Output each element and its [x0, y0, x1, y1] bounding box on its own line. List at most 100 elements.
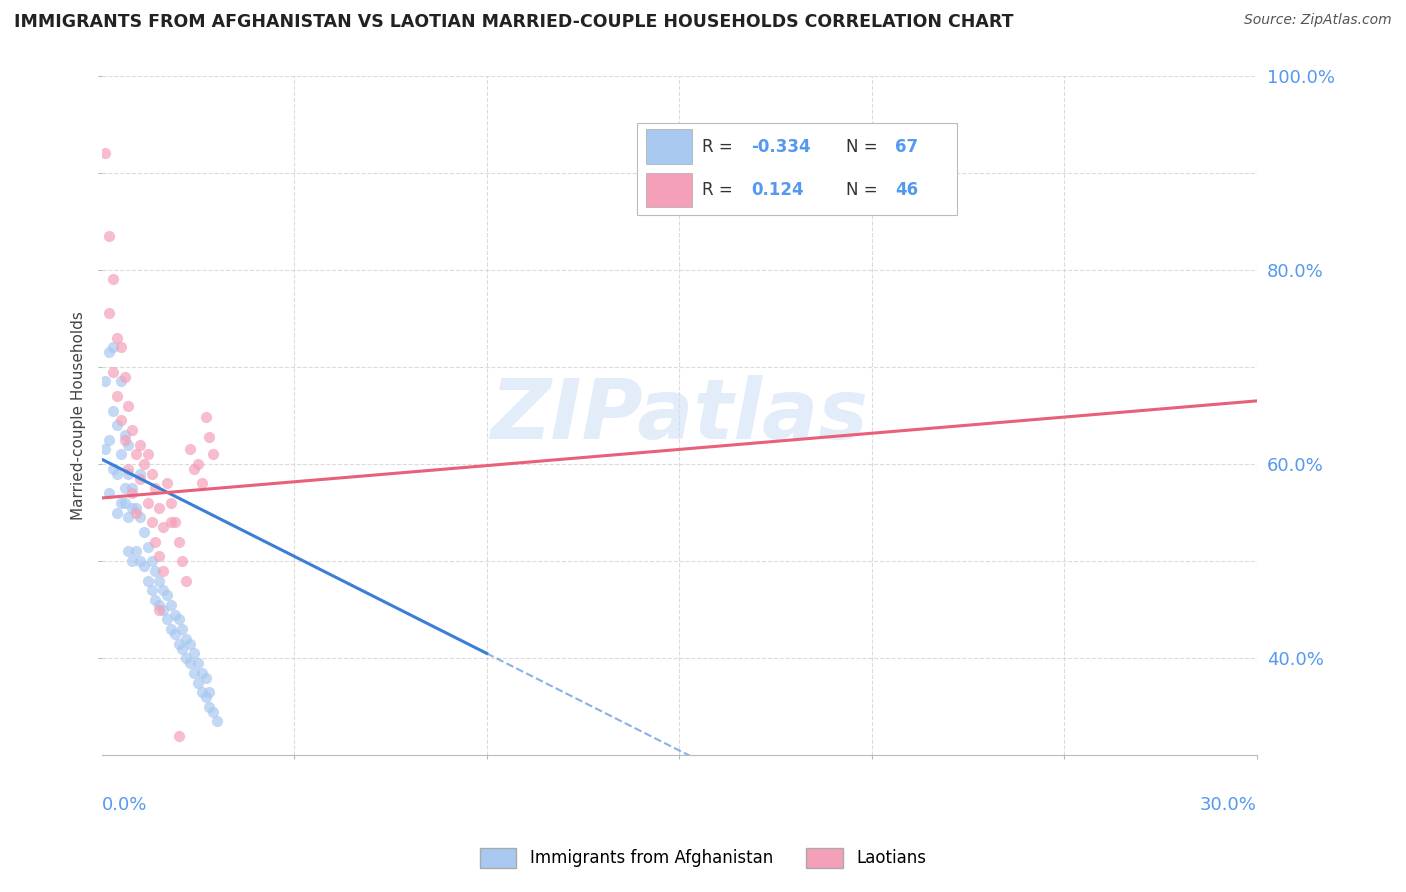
Point	[152, 583, 174, 598]
Point	[187, 457, 209, 471]
Point	[129, 554, 152, 568]
Point	[152, 602, 174, 616]
Text: 46: 46	[896, 181, 918, 199]
Point	[179, 442, 201, 457]
Point	[141, 554, 163, 568]
Point	[148, 598, 170, 612]
Point	[156, 476, 179, 491]
FancyBboxPatch shape	[647, 173, 692, 207]
Point	[160, 496, 183, 510]
Point	[125, 506, 148, 520]
Point	[117, 467, 139, 481]
Point	[172, 554, 194, 568]
Point	[167, 612, 190, 626]
Point	[94, 442, 117, 457]
Text: ZIPatlas: ZIPatlas	[491, 375, 869, 456]
Point	[136, 447, 159, 461]
Point	[110, 341, 132, 355]
Point	[105, 331, 128, 345]
Point	[152, 564, 174, 578]
Y-axis label: Married-couple Households: Married-couple Households	[72, 311, 86, 520]
Point	[98, 306, 121, 320]
Text: N =: N =	[846, 137, 883, 156]
Point	[132, 558, 155, 573]
Point	[174, 574, 197, 588]
Point	[101, 403, 124, 417]
Text: 0.124: 0.124	[751, 181, 804, 199]
Point	[105, 389, 128, 403]
Point	[172, 622, 194, 636]
Point	[156, 612, 179, 626]
Point	[145, 481, 167, 495]
Point	[190, 665, 212, 680]
Point	[163, 627, 186, 641]
Text: -0.334: -0.334	[751, 137, 811, 156]
Point	[121, 423, 143, 437]
Text: R =: R =	[702, 137, 738, 156]
Point	[194, 410, 217, 425]
Point	[136, 574, 159, 588]
Point	[101, 272, 124, 286]
Point	[183, 646, 205, 660]
Point	[194, 671, 217, 685]
Point	[163, 515, 186, 529]
Point	[160, 598, 183, 612]
Point	[198, 699, 221, 714]
Point	[194, 690, 217, 704]
Text: N =: N =	[846, 181, 883, 199]
Point	[141, 467, 163, 481]
Point	[98, 228, 121, 243]
Text: R =: R =	[702, 181, 738, 199]
Point	[110, 447, 132, 461]
Point	[167, 534, 190, 549]
Point	[121, 500, 143, 515]
Point	[132, 524, 155, 539]
Point	[179, 656, 201, 670]
FancyBboxPatch shape	[647, 129, 692, 164]
Point	[117, 510, 139, 524]
Point	[101, 341, 124, 355]
Text: 67: 67	[896, 137, 918, 156]
Point	[94, 375, 117, 389]
Point	[145, 593, 167, 607]
Point	[160, 515, 183, 529]
Point	[117, 437, 139, 451]
Point	[110, 413, 132, 427]
Point	[183, 665, 205, 680]
Point	[121, 486, 143, 500]
Text: IMMIGRANTS FROM AFGHANISTAN VS LAOTIAN MARRIED-COUPLE HOUSEHOLDS CORRELATION CHA: IMMIGRANTS FROM AFGHANISTAN VS LAOTIAN M…	[14, 13, 1014, 31]
Point	[114, 481, 136, 495]
Point	[94, 146, 117, 161]
Point	[190, 685, 212, 699]
Point	[114, 433, 136, 447]
Point	[198, 430, 221, 444]
FancyBboxPatch shape	[637, 123, 957, 215]
Point	[205, 714, 228, 729]
Point	[179, 637, 201, 651]
Point	[190, 476, 212, 491]
Point	[187, 675, 209, 690]
Point	[145, 534, 167, 549]
Point	[129, 467, 152, 481]
Point	[136, 496, 159, 510]
Point	[167, 729, 190, 743]
Point	[183, 462, 205, 476]
Point	[117, 399, 139, 413]
Point	[98, 433, 121, 447]
Point	[202, 447, 225, 461]
Point	[198, 685, 221, 699]
Point	[121, 554, 143, 568]
Point	[167, 637, 190, 651]
Point	[148, 602, 170, 616]
Point	[187, 656, 209, 670]
Point	[141, 515, 163, 529]
Point	[136, 540, 159, 554]
Point	[148, 549, 170, 564]
Point	[174, 632, 197, 646]
Point	[117, 544, 139, 558]
Point	[101, 365, 124, 379]
Point	[160, 622, 183, 636]
Point	[125, 447, 148, 461]
Point	[114, 428, 136, 442]
Point	[152, 520, 174, 534]
